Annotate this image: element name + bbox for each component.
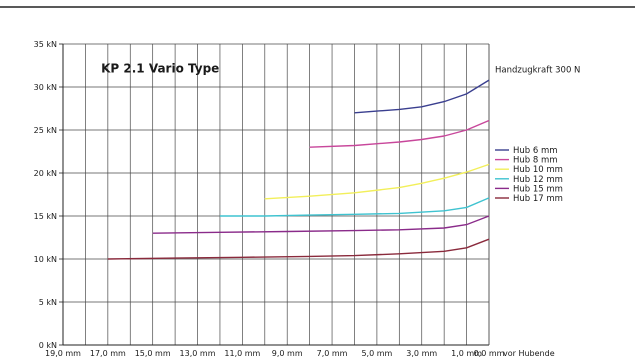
annotation-handzugkraft: Handzugkraft 300 N (495, 66, 580, 76)
legend-label: Hub 17 mm (513, 194, 563, 204)
axes (59, 43, 490, 346)
series-line-4 (219, 197, 490, 217)
x-tick-label: 9,0 mm (272, 349, 303, 358)
y-tick-label: 5 kN (39, 298, 57, 307)
y-tick-label: 30 kN (34, 83, 57, 92)
x-tick-label: 13,0 mm (180, 349, 216, 358)
x-tick-label: 19,0 mm (45, 349, 81, 358)
series-lines (107, 79, 490, 260)
legend-label: Hub 8 mm (513, 156, 558, 166)
x-tick-label: 7,0 mm (317, 349, 348, 358)
series-line-3 (264, 163, 490, 200)
series-line-5 (152, 215, 490, 234)
legend-label: Hub 6 mm (513, 146, 558, 156)
legend-label: Hub 12 mm (513, 175, 563, 185)
y-tick-label: 35 kN (34, 40, 57, 49)
x-tick-label: 3,0 mm (406, 349, 437, 358)
chart-title: KP 2.1 Vario Type (101, 61, 219, 75)
x-tick-label: 11,0 mm (224, 349, 260, 358)
x-tick-label: 5,0 mm (361, 349, 392, 358)
labels: 0 kN 5 kN 10 kN 15 kN 20 kN 25 kN 30 kN 35 kN 19… (34, 40, 581, 358)
x-tick-label: 15,0 mm (135, 349, 171, 358)
legend-label: Hub 15 mm (513, 184, 563, 194)
y-tick-label: 25 kN (34, 126, 57, 135)
series-line-6 (107, 238, 490, 260)
legend-label: Hub 10 mm (513, 165, 563, 175)
y-tick-label: 20 kN (34, 169, 57, 178)
y-tick-label: 0 kN (39, 341, 57, 350)
x-tick-label: 1,0 mm (451, 349, 482, 358)
gridlines (62, 43, 490, 346)
y-tick-label: 10 kN (34, 255, 57, 264)
x-axis-label: vor Hubende (503, 349, 555, 358)
series-line-1 (354, 79, 490, 114)
y-tick-label: 15 kN (34, 212, 57, 221)
series-line-2 (309, 119, 490, 148)
x-tick-label: 0,0 mm (474, 349, 505, 358)
x-tick-label: 17,0 mm (90, 349, 126, 358)
